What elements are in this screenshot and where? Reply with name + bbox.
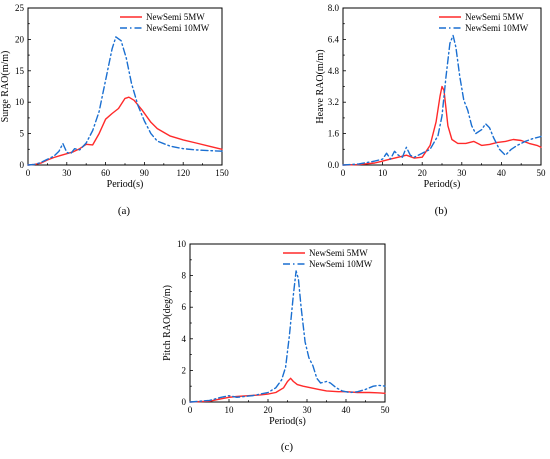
x-tick-label: 90 — [140, 168, 150, 178]
y-tick-label: 8 — [182, 271, 187, 281]
y-tick-label: 10 — [15, 97, 25, 107]
panel-caption: (a) — [118, 205, 131, 217]
x-tick-label: 0 — [188, 405, 193, 415]
x-tick-label: 10 — [225, 405, 235, 415]
x-tick-label: 20 — [418, 168, 428, 178]
x-tick-label: 10 — [378, 168, 388, 178]
x-tick-label: 60 — [101, 168, 111, 178]
y-tick-label: 0.0 — [328, 160, 340, 170]
y-tick-label: 20 — [15, 34, 25, 44]
legend-label: NewSemi 10MW — [146, 23, 210, 33]
y-axis-label: Surge RAO(m/m) — [0, 51, 11, 123]
x-axis-label: Period(s) — [424, 179, 461, 190]
y-tick-label: 4.8 — [328, 66, 340, 76]
x-axis-label: Period(s) — [107, 179, 144, 190]
y-tick-label: 0 — [182, 397, 187, 407]
x-tick-label: 0 — [341, 168, 346, 178]
x-tick-label: 40 — [497, 168, 507, 178]
series-line-5mw — [342, 85, 542, 166]
y-tick-label: 6.4 — [328, 34, 340, 44]
x-tick-label: 20 — [264, 405, 274, 415]
y-tick-label: 8.0 — [328, 3, 340, 13]
series-line-10mw — [27, 36, 223, 166]
series-line-10mw — [189, 270, 386, 403]
x-tick-label: 150 — [215, 168, 229, 178]
x-axis-label: Period(s) — [269, 416, 306, 427]
panel-caption: (c) — [281, 441, 294, 453]
y-tick-label: 5 — [20, 129, 25, 139]
legend-label: NewSemi 5MW — [146, 12, 205, 22]
panel-caption: (b) — [435, 205, 448, 217]
legend-label: NewSemi 5MW — [309, 248, 368, 258]
x-tick-label: 30 — [457, 168, 467, 178]
legend-label: NewSemi 10MW — [465, 23, 529, 33]
y-tick-label: 0 — [20, 160, 25, 170]
legend-label: NewSemi 5MW — [465, 12, 524, 22]
legend-label: NewSemi 10MW — [309, 259, 373, 269]
surge-rao-chart: 0 30 60 90 120 150 0 5 10 15 20 25 Period(s) Surge RA… — [0, 3, 229, 217]
series-line-10mw — [342, 34, 542, 166]
series-line-5mw — [27, 96, 223, 166]
y-tick-label: 3.2 — [328, 97, 339, 107]
y-tick-label: 10 — [177, 239, 187, 249]
x-tick-label: 50 — [381, 405, 391, 415]
x-tick-label: 30 — [62, 168, 72, 178]
pitch-rao-chart: 0 10 20 30 40 50 0 2 4 6 8 10 Period(s) Pitch RAO(deg… — [162, 239, 390, 453]
x-tick-label: 30 — [303, 405, 313, 415]
y-tick-label: 1.6 — [328, 129, 340, 139]
x-tick-label: 120 — [176, 168, 190, 178]
y-axis-label: Heave RAO(m/m) — [315, 49, 326, 123]
x-tick-label: 50 — [537, 168, 547, 178]
heave-rao-chart: 0 10 20 30 40 50 0.0 1.6 3.2 4.8 6.4 8.0 Period(s) He… — [315, 3, 546, 217]
y-tick-label: 15 — [15, 66, 25, 76]
y-tick-label: 25 — [15, 3, 25, 13]
y-axis-label: Pitch RAO(deg/m) — [162, 285, 173, 361]
x-tick-label: 0 — [26, 168, 31, 178]
y-tick-label: 2 — [182, 365, 187, 375]
y-tick-label: 4 — [182, 334, 187, 344]
x-tick-label: 40 — [342, 405, 352, 415]
y-tick-label: 6 — [182, 302, 187, 312]
